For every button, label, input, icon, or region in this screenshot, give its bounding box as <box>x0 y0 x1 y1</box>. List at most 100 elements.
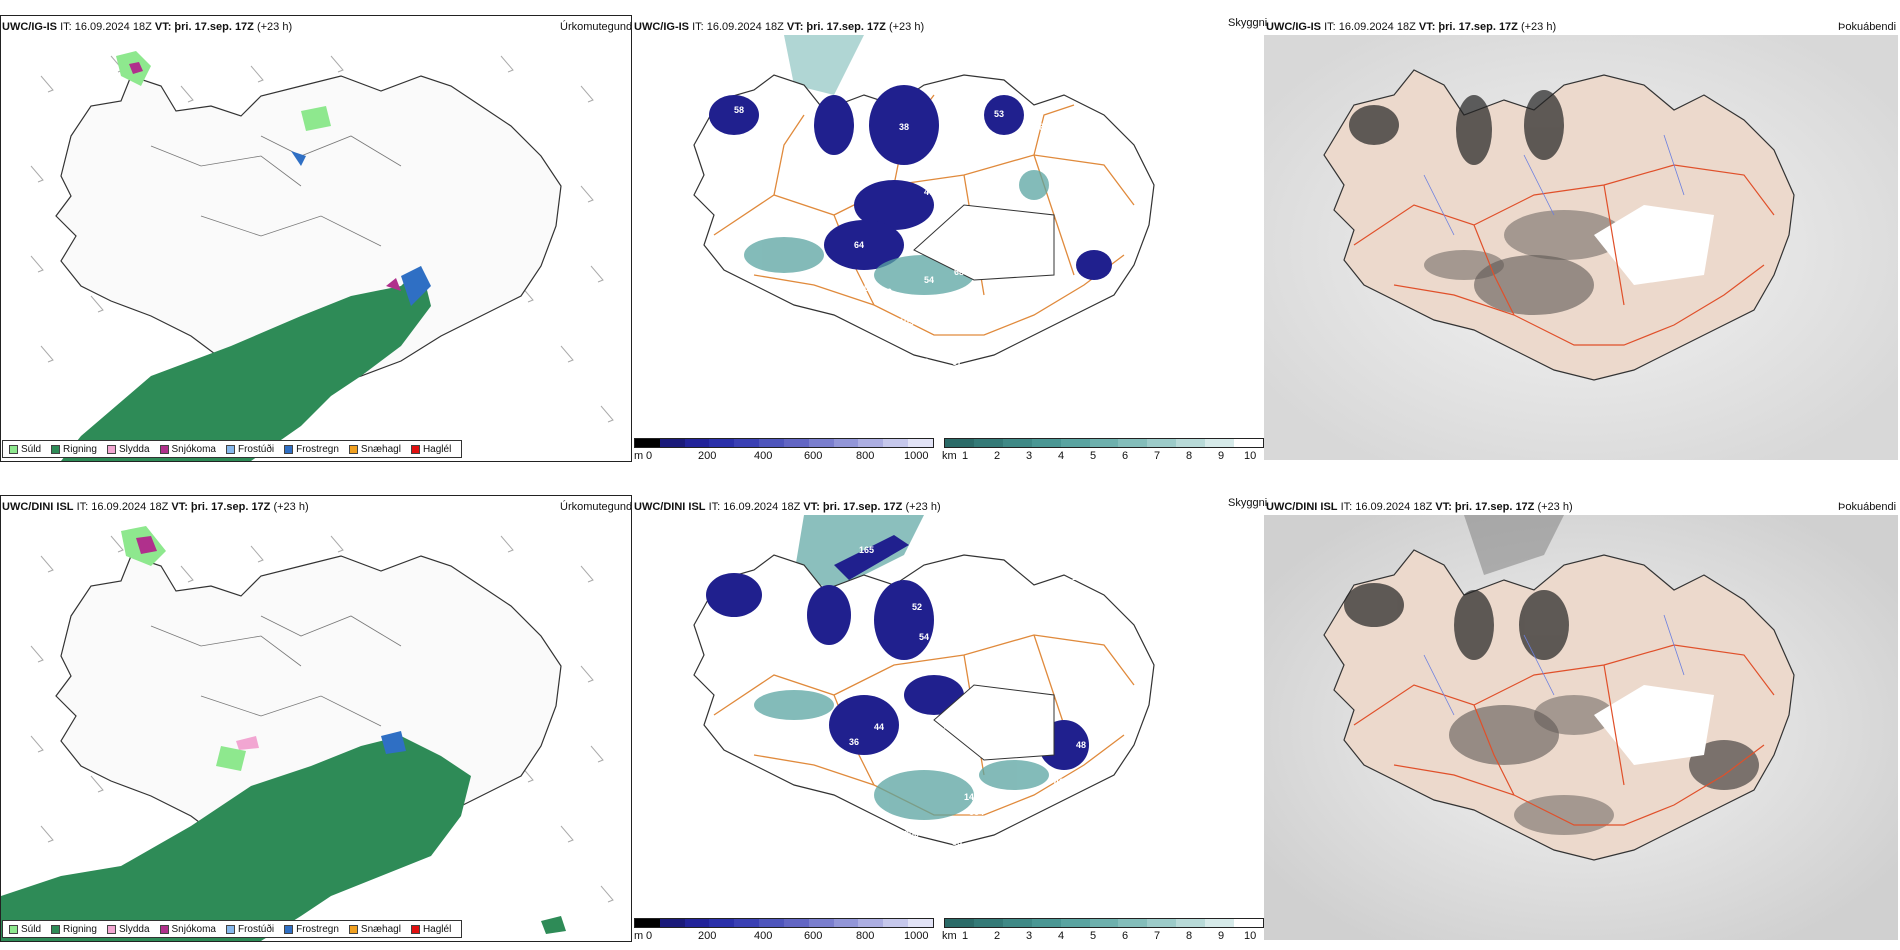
vis-title-2: Skyggni <box>1228 497 1268 509</box>
iceland-outline <box>55 75 562 389</box>
tick-label: 3 <box>1026 930 1033 942</box>
legend-item: Frostregn <box>284 444 339 455</box>
cloud-value: 110 <box>1072 572 1087 582</box>
cloud-value: 53 <box>994 109 1004 119</box>
cloud-value: 760 <box>904 762 919 772</box>
colorbar-segment <box>709 439 735 447</box>
cloud-base-colorbar-2 <box>634 918 934 928</box>
legend-item: Súld <box>9 924 41 935</box>
colorbar-segment <box>1147 919 1177 927</box>
cloud-value: 52 <box>912 602 922 612</box>
row-2: UWC/DINI ISL IT: 16.09.2024 18Z VT: þri.… <box>0 490 1900 950</box>
colorbar-segment <box>908 919 933 927</box>
cloud-value: 38 <box>1094 737 1104 747</box>
precip-map-1 <box>0 15 632 462</box>
cloud-base-colorbar-1 <box>634 438 934 448</box>
cloud-value: 36 <box>849 737 859 747</box>
legend-item: Haglél <box>410 924 451 935</box>
cloud-value: 54 <box>924 275 934 285</box>
colorbar-segment <box>684 439 710 447</box>
unit-label: m <box>634 450 644 462</box>
unit-label: km <box>942 450 957 462</box>
precip-legend-1: Súld Rigning Slydda Snjókoma Frostúði Fr… <box>2 440 462 458</box>
legend-item: Frostúði <box>225 924 274 935</box>
tick-label: 4 <box>1058 450 1065 462</box>
fog-roads <box>1353 644 1775 826</box>
cloud-value: 88 <box>952 837 962 847</box>
colorbar-segment <box>1234 439 1263 447</box>
cloud-value: 69 <box>1034 107 1044 117</box>
cloud-value: 65 <box>1039 122 1049 132</box>
legend-item: Rigning <box>51 444 97 455</box>
colorbar-segment <box>1176 439 1206 447</box>
colorbar-segment <box>659 919 685 927</box>
colorbar-segment <box>858 439 884 447</box>
cloud-value: 46 <box>839 279 849 289</box>
rain-area <box>61 266 431 461</box>
visibility-ticks-2: km 1 2 3 4 5 6 7 8 9 10 <box>942 930 1262 944</box>
colorbar-segment <box>783 439 809 447</box>
fog-dense-areas <box>1349 90 1624 315</box>
colorbar-segment <box>1205 439 1235 447</box>
tick-label: 800 <box>856 450 875 462</box>
cloud-base-ticks-2: m 0 200 400 600 800 1000 <box>634 930 944 944</box>
colorbar-segment <box>1060 439 1090 447</box>
visibility-areas <box>754 690 1049 820</box>
cloud-value: 48 <box>1076 740 1086 750</box>
tick-label: 2 <box>994 930 1001 942</box>
tick-label: 1000 <box>904 930 929 942</box>
visibility-ticks-1: km 1 2 3 4 5 6 7 8 9 10 <box>942 450 1262 464</box>
colorbar-segment <box>1118 919 1148 927</box>
colorbar-segment <box>1031 439 1061 447</box>
precip-header-2: UWC/DINI ISL IT: 16.09.2024 18Z VT: þri.… <box>2 501 309 513</box>
tick-label: 800 <box>856 930 875 942</box>
legend-item: Haglél <box>410 444 451 455</box>
tick-label: 0 <box>646 450 653 462</box>
tick-label: 200 <box>698 930 717 942</box>
cloud-value: 106 <box>939 307 954 317</box>
legend-item: Frostúði <box>225 444 274 455</box>
colorbar-segment <box>1118 439 1148 447</box>
row-1: UWC/IG-IS IT: 16.09.2024 18Z VT: þri. 17… <box>0 10 1900 470</box>
tick-label: 1 <box>962 930 969 942</box>
fog-title-2: Þokuábendi <box>1838 501 1897 513</box>
cloud-value: 57 <box>986 255 996 265</box>
fog-map-2 <box>1264 515 1898 940</box>
cloud-value: 64 <box>854 240 864 250</box>
colorbar-segment <box>945 439 974 447</box>
vis-title-1: Skyggni <box>1228 17 1268 29</box>
tick-label: 6 <box>1122 450 1129 462</box>
tick-label: 4 <box>1058 930 1065 942</box>
colorbar-segment <box>908 439 933 447</box>
colorbar-segment <box>1002 919 1032 927</box>
iceland-outline <box>1323 549 1795 861</box>
colorbar-segment <box>759 919 784 927</box>
tick-label: 200 <box>698 450 717 462</box>
legend-item: Snæhagl <box>348 924 401 935</box>
legend-item: Frostregn <box>284 924 339 935</box>
cloud-value: 133 <box>969 237 984 247</box>
cloud-value: 67 <box>952 357 962 367</box>
cloud-value: 47 <box>944 722 954 732</box>
cloud-value: 46 <box>1054 777 1064 787</box>
colorbar-segment <box>883 439 909 447</box>
vis-map-1: 58 38 51 47 53 69 65 133 64 68 57 54 116… <box>634 35 1264 435</box>
low-cloud-areas <box>706 573 1089 770</box>
tick-label: 1000 <box>904 450 929 462</box>
tick-label: 5 <box>1090 450 1097 462</box>
colorbar-segment <box>1205 919 1235 927</box>
low-cloud-areas <box>709 85 1112 280</box>
cloud-value: 60 <box>859 283 869 293</box>
colorbar-segment <box>833 919 859 927</box>
precip-title-2: Úrkomutegund <box>560 501 633 513</box>
tick-label: 9 <box>1218 930 1225 942</box>
tick-label: 6 <box>1122 930 1129 942</box>
tick-label: 600 <box>804 450 823 462</box>
legend-item: Slydda <box>106 924 150 935</box>
precip-legend-2: Súld Rigning Slydda Snjókoma Frostúði Fr… <box>2 920 462 938</box>
colorbar-segment <box>1234 919 1263 927</box>
tick-label: 600 <box>804 930 823 942</box>
colorbar-segment <box>858 919 884 927</box>
cloud-base-labels: 165 59 67 52 54 110 287 110 44 47 54 36 … <box>769 545 1114 847</box>
colorbar-segment <box>1060 919 1090 927</box>
